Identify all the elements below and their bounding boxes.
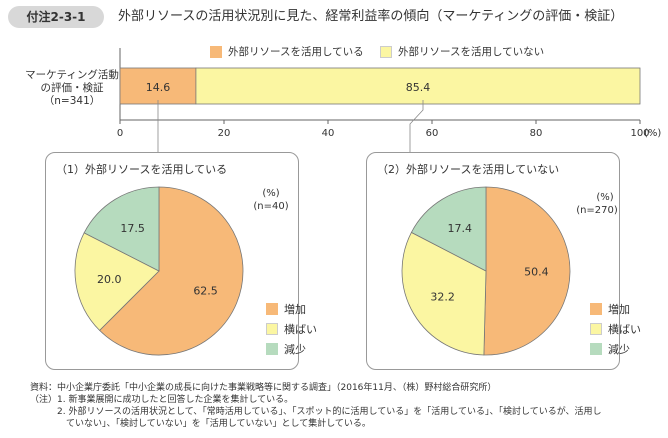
pie-slice-decrease-using xyxy=(83,186,160,272)
legend-label-decrease: 減少 xyxy=(608,343,630,356)
pie-n-using: (n=40) xyxy=(253,201,289,212)
pie-data-label-increase-using: 62.5 xyxy=(193,284,218,297)
x-axis-unit: (%) xyxy=(644,128,661,139)
x-tick-label: 0 xyxy=(117,128,123,139)
pie-title-using: （1）外部リソースを活用している xyxy=(56,163,228,176)
legend-label-using: 外部リソースを活用している xyxy=(228,46,364,58)
pie-slice-flat-using xyxy=(74,232,160,331)
legend-swatch-flat xyxy=(590,323,602,335)
legend-label-not-using: 外部リソースを活用していない xyxy=(398,46,545,58)
footnotes: 資料：中小企業庁委託「中小企業の成長に向けた事業戦略等に関する調査」（2016年… xyxy=(30,382,602,430)
footnote-note-1: （注）1. 新事業展開に成功したと回答した企業を集計している。 xyxy=(30,395,294,405)
pie-unit-not-using: (%) xyxy=(596,192,614,203)
connector-line-not-using xyxy=(409,100,424,152)
legend-item-not-using: 外部リソースを活用していない xyxy=(380,44,544,59)
category-label-line: （n=341） xyxy=(44,95,101,107)
pie-slice-decrease-not-using xyxy=(410,186,487,272)
pie-data-label-increase-not-using: 50.4 xyxy=(524,266,549,279)
x-tick-label: 20 xyxy=(218,128,231,139)
x-tick-label: 40 xyxy=(322,128,335,139)
category-label-line: の評価・検証 xyxy=(41,81,104,94)
pie-data-label-flat-using: 20.0 xyxy=(97,273,122,286)
legend-label-flat: 横ばい xyxy=(608,323,641,336)
legend-item-using: 外部リソースを活用している xyxy=(210,44,364,59)
legend-label-flat: 横ばい xyxy=(284,323,317,336)
pie-slice-increase-not-using xyxy=(483,186,571,356)
pie-legend-flat-not-using: 横ばい xyxy=(590,321,641,337)
legend-swatch-flat xyxy=(266,323,278,335)
pie-title-not-using: （2）外部リソースを活用していない xyxy=(377,163,560,176)
legend-swatch-not-using xyxy=(380,45,392,58)
bar-data-label-using: 14.6 xyxy=(146,81,171,94)
legend-swatch-increase xyxy=(266,303,278,315)
pie-legend-flat-using: 横ばい xyxy=(266,321,317,337)
footnote-note-2: 2. 外部リソースの活用状況として、「常時活用している」、「スポット的に活用して… xyxy=(30,407,602,417)
footnote-note-2-cont: ていない」、「検討していない」を「活用していない」として集計している。 xyxy=(30,419,371,429)
bar-segment-not-using xyxy=(195,67,641,105)
pie-data-label-flat-not-using: 32.2 xyxy=(430,291,455,304)
pie-legend-increase-not-using: 増加 xyxy=(590,301,630,317)
x-tick-label: 60 xyxy=(426,128,439,139)
pie-slice-flat-not-using xyxy=(401,231,487,356)
legend-swatch-using xyxy=(210,45,222,58)
pie-legend-increase-using: 増加 xyxy=(266,301,306,317)
legend-label-increase: 増加 xyxy=(608,303,630,316)
legend-swatch-decrease xyxy=(266,343,278,355)
figure-number-badge: 付注2-3-1 xyxy=(8,6,104,28)
legend-label-decrease: 減少 xyxy=(284,343,306,356)
pie-data-label-decrease-using: 17.5 xyxy=(120,222,145,235)
category-label-line: マーケティング活動 xyxy=(25,68,119,81)
x-tick-label: 80 xyxy=(530,128,543,139)
footnote-source: 資料：中小企業庁委託「中小企業の成長に向けた事業戦略等に関する調査」（2016年… xyxy=(30,383,497,393)
pie-data-label-decrease-not-using: 17.4 xyxy=(448,222,473,235)
pie-legend-decrease-not-using: 減少 xyxy=(590,341,630,357)
pie-unit-using: (%) xyxy=(262,188,280,199)
bar-segment-using xyxy=(119,67,197,105)
pie-n-not-using: (n=270) xyxy=(576,205,618,216)
legend-swatch-increase xyxy=(590,303,602,315)
bar-data-label-not-using: 85.4 xyxy=(406,81,431,94)
x-tick-label: 100 xyxy=(630,128,649,139)
legend-swatch-decrease xyxy=(590,343,602,355)
pie-slice-increase-using xyxy=(99,186,244,356)
figure-title: 外部リソースの活用状況別に見た、経常利益率の傾向（マーケティングの評価・検証） xyxy=(118,9,624,24)
pie-legend-decrease-using: 減少 xyxy=(266,341,306,357)
legend-label-increase: 増加 xyxy=(284,303,306,316)
